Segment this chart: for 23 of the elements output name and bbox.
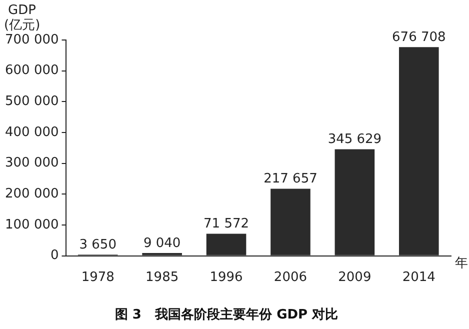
x-tick-label: 2006	[274, 270, 308, 285]
y-tick-label: 500 000	[4, 94, 59, 110]
data-label: 3 650	[79, 238, 116, 253]
x-tick-label: 1978	[81, 270, 114, 285]
y-tick-label: 200 000	[4, 186, 59, 202]
x-tick-label: 1985	[146, 270, 179, 285]
x-tick-label: 2009	[338, 270, 372, 285]
y-axis-title: GDP (亿元)	[4, 2, 40, 33]
y-tick-label: 600 000	[4, 63, 59, 78]
data-label: 676 708	[392, 30, 446, 46]
y-tick-label: 400 000	[4, 124, 59, 140]
y-tick-label: 0	[50, 248, 59, 264]
x-axis-title: 年	[455, 256, 468, 272]
data-label: 71 572	[204, 216, 250, 232]
data-label: 9 040	[143, 236, 181, 251]
text: 图 3 我国各阶段主要年份 GDP 对比	[114, 306, 338, 323]
x-tick-label: 1996	[210, 270, 243, 285]
y-tick-label: 100 000	[4, 217, 59, 232]
data-label: 217 657	[264, 172, 318, 187]
x-tick-label: 2014	[402, 270, 436, 285]
y-tick-label: 300 000	[4, 156, 59, 171]
data-label: 345 629	[328, 132, 382, 148]
y-tick-label: 700 000	[4, 32, 59, 48]
